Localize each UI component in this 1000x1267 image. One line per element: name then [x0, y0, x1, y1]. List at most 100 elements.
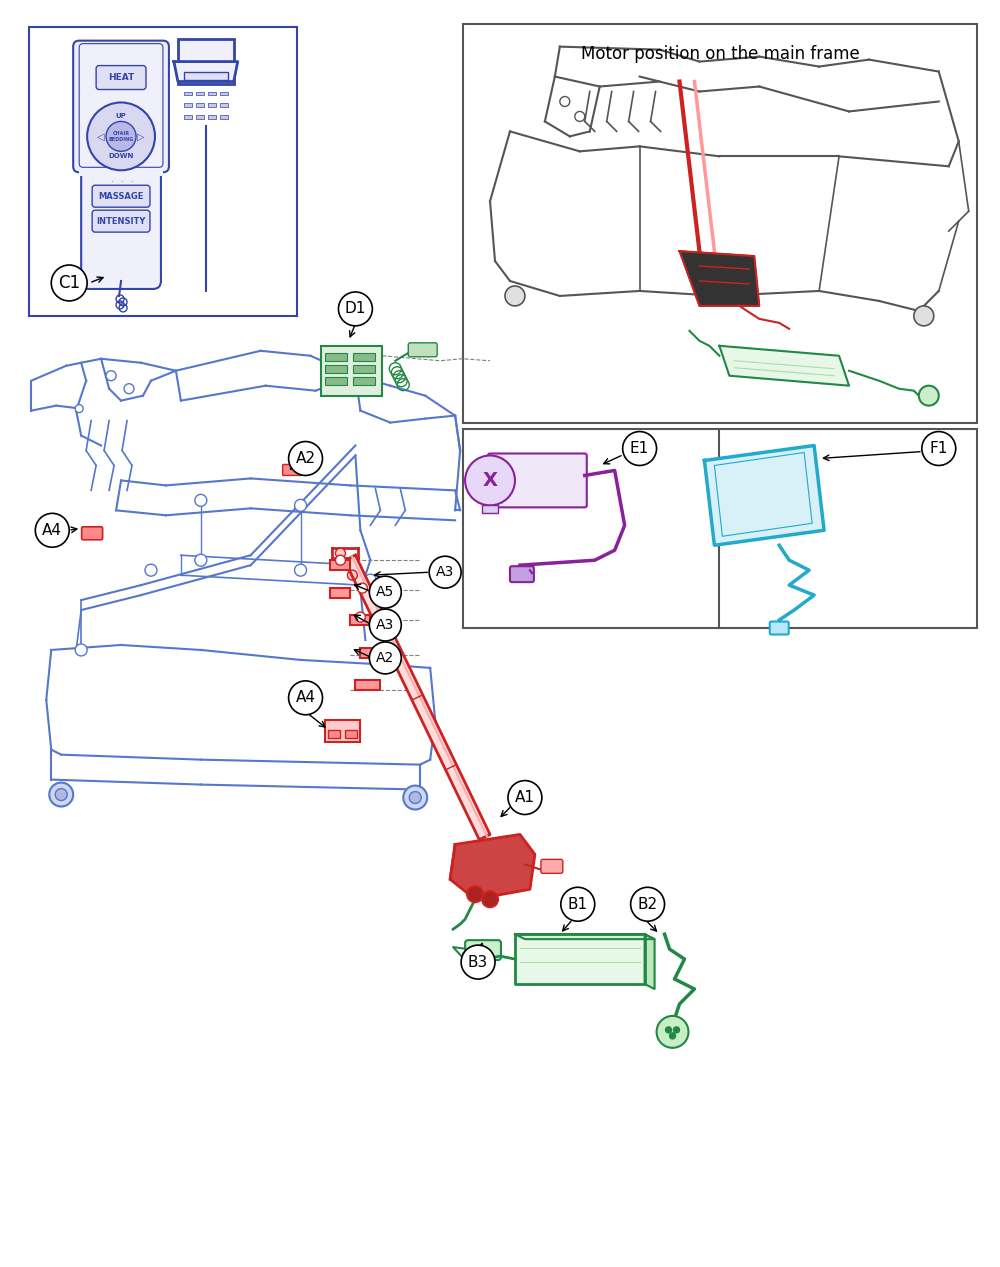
Circle shape [674, 1028, 680, 1033]
Bar [196, 115, 204, 119]
Circle shape [106, 122, 136, 151]
Circle shape [384, 659, 396, 672]
Circle shape [106, 371, 116, 380]
Bar [350, 614, 370, 625]
Polygon shape [719, 346, 849, 385]
Circle shape [338, 291, 372, 326]
Bar [178, 39, 234, 84]
Text: MASSAGE: MASSAGE [98, 191, 144, 200]
Circle shape [409, 792, 421, 803]
Bar [325, 376, 347, 385]
Bar [320, 346, 382, 395]
FancyBboxPatch shape [463, 952, 489, 968]
Text: .: . [120, 175, 122, 184]
Text: F1: F1 [930, 441, 948, 456]
Polygon shape [515, 934, 645, 984]
Bar [220, 115, 228, 119]
Bar [29, 27, 297, 315]
Circle shape [631, 887, 665, 921]
Text: A5: A5 [376, 585, 394, 599]
Circle shape [670, 1033, 676, 1039]
Circle shape [623, 432, 657, 465]
Text: B2: B2 [638, 897, 658, 912]
Circle shape [560, 96, 570, 106]
Bar [328, 730, 340, 737]
FancyBboxPatch shape [92, 210, 150, 232]
Circle shape [505, 286, 525, 305]
Bar [325, 352, 347, 361]
Bar [184, 115, 192, 119]
FancyBboxPatch shape [408, 343, 437, 357]
Bar [220, 91, 228, 95]
Circle shape [289, 680, 322, 715]
Circle shape [922, 432, 956, 465]
FancyBboxPatch shape [96, 66, 146, 90]
Circle shape [335, 555, 345, 565]
Bar [325, 365, 347, 372]
Bar [196, 104, 204, 108]
Circle shape [195, 494, 207, 507]
Circle shape [335, 549, 345, 559]
FancyBboxPatch shape [465, 940, 501, 960]
FancyBboxPatch shape [92, 185, 150, 208]
Circle shape [461, 945, 495, 979]
Polygon shape [174, 62, 238, 81]
Circle shape [357, 583, 367, 593]
Text: B1: B1 [568, 897, 588, 912]
Circle shape [369, 609, 401, 641]
Polygon shape [680, 251, 759, 305]
Bar [208, 104, 216, 108]
FancyBboxPatch shape [488, 454, 587, 507]
Circle shape [561, 887, 595, 921]
Circle shape [195, 554, 207, 566]
Text: .: . [130, 175, 132, 184]
Circle shape [666, 1028, 672, 1033]
Circle shape [355, 612, 365, 622]
Text: .: . [110, 175, 112, 184]
FancyBboxPatch shape [82, 527, 103, 540]
Text: A3: A3 [436, 565, 454, 579]
Circle shape [919, 385, 939, 405]
Bar [482, 506, 498, 513]
Bar [184, 91, 192, 95]
Circle shape [429, 556, 461, 588]
Bar [325, 720, 360, 741]
Bar [355, 680, 380, 689]
Circle shape [364, 574, 376, 587]
Bar [353, 365, 375, 372]
Bar [353, 376, 375, 385]
Text: D1: D1 [345, 302, 366, 317]
Bar [208, 115, 216, 119]
Text: DOWN: DOWN [108, 153, 134, 160]
Bar [360, 647, 380, 658]
FancyBboxPatch shape [81, 153, 161, 289]
Text: Motor position on the main frame: Motor position on the main frame [581, 44, 859, 62]
Bar [330, 588, 350, 598]
Polygon shape [645, 934, 655, 990]
Text: CHAIR
BEDDING: CHAIR BEDDING [108, 131, 134, 142]
Text: A2: A2 [376, 651, 394, 665]
Polygon shape [515, 934, 655, 939]
Circle shape [49, 783, 73, 807]
Text: C1: C1 [58, 274, 80, 291]
Circle shape [914, 305, 934, 326]
Circle shape [482, 891, 498, 907]
Text: HEAT: HEAT [108, 73, 134, 82]
Text: ◁: ◁ [97, 132, 105, 142]
Bar [79, 147, 163, 176]
Bar [345, 730, 357, 737]
Circle shape [657, 1016, 688, 1048]
Circle shape [289, 441, 322, 475]
Bar [220, 104, 228, 108]
Polygon shape [345, 555, 490, 840]
FancyBboxPatch shape [770, 622, 789, 635]
Circle shape [35, 513, 69, 547]
Circle shape [51, 265, 87, 302]
Bar [463, 428, 977, 628]
Circle shape [465, 456, 515, 506]
Text: E1: E1 [630, 441, 649, 456]
Bar [208, 91, 216, 95]
Polygon shape [450, 835, 535, 900]
Circle shape [75, 404, 83, 413]
Circle shape [369, 576, 401, 608]
